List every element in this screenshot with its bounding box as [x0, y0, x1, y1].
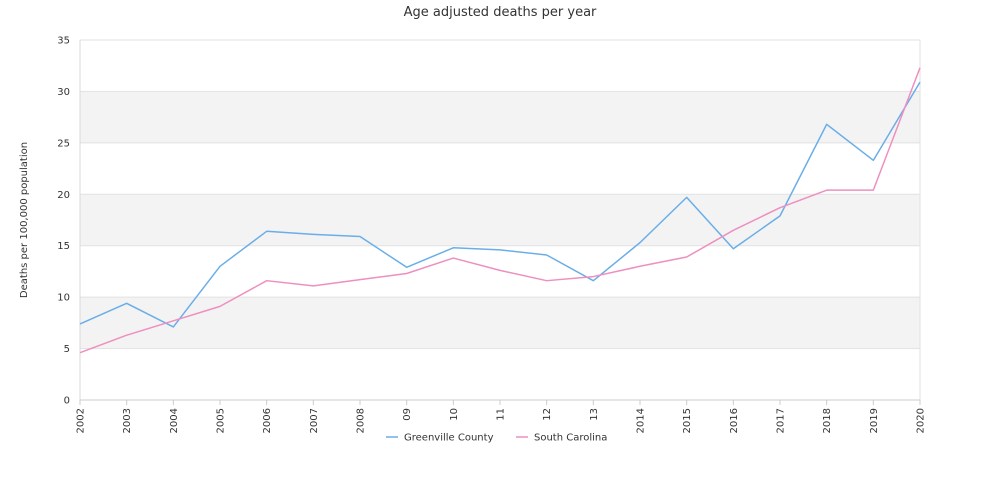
x-tick-label: 13: [589, 408, 600, 421]
y-tick-label: 30: [57, 87, 70, 98]
series-lines: [79, 67, 921, 354]
x-tick-label: 2014: [636, 408, 647, 433]
y-axis-ticks: 0 5 10 15 20 25 30 35: [57, 36, 70, 407]
legend-label: South Carolina: [534, 433, 607, 444]
x-tick-label: 2018: [822, 408, 833, 433]
background-band: [80, 194, 920, 246]
x-tick-label: 10: [449, 408, 460, 421]
x-tick-label: 2007: [309, 408, 320, 433]
x-tick-label: 2005: [216, 408, 227, 433]
legend: Greenville County South Carolina: [386, 433, 607, 444]
y-tick-label: 35: [57, 36, 70, 47]
x-tick-label: 2015: [682, 408, 693, 433]
x-tick-label: 2008: [356, 408, 367, 433]
y-tick-label: 10: [57, 293, 70, 304]
x-axis-ticks: 2002 2003 2004 2005 2006 2007 2008 09 10 11 12 13 20…: [76, 400, 927, 433]
legend-label: Greenville County: [404, 433, 494, 444]
y-tick-label: 15: [57, 241, 70, 252]
x-tick-label: 2002: [76, 408, 87, 433]
x-tick-label: 2003: [122, 408, 133, 433]
y-axis-title: Deaths per 100,000 population: [19, 142, 30, 298]
background-band: [80, 297, 920, 349]
x-tick-label: 2020: [916, 408, 927, 433]
background-band: [80, 91, 920, 143]
x-tick-label: 2017: [776, 408, 787, 433]
y-tick-label: 25: [57, 138, 70, 149]
y-tick-label: 20: [57, 190, 70, 201]
x-tick-label: 12: [542, 408, 553, 421]
x-tick-label: 2004: [169, 408, 180, 433]
x-tick-label: 09: [402, 408, 413, 421]
x-tick-label: 11: [496, 408, 507, 421]
chart-title: Age adjusted deaths per year: [404, 5, 597, 20]
x-tick-label: 2019: [869, 408, 880, 433]
series-line: [79, 81, 921, 328]
background-bands: [80, 91, 920, 349]
series-line: [79, 67, 921, 354]
x-tick-label: 2006: [262, 408, 273, 433]
x-tick-label: 2016: [729, 408, 740, 433]
y-tick-label: 0: [64, 396, 70, 407]
y-tick-label: 5: [64, 344, 70, 355]
